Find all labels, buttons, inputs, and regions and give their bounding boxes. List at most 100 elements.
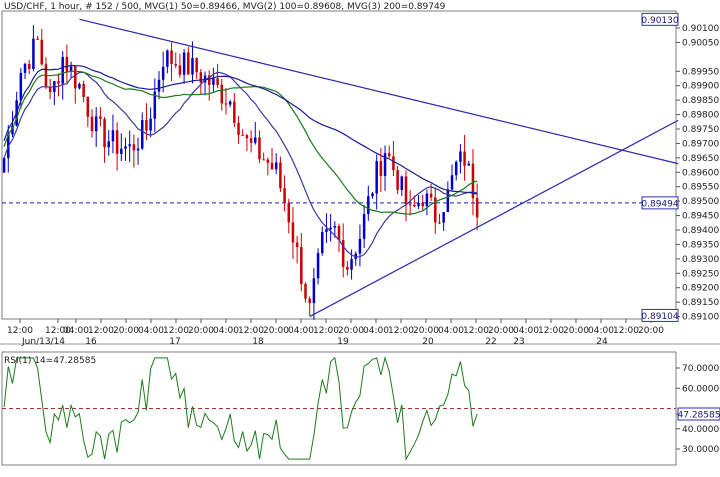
candle-body [191, 58, 194, 75]
time-tick-label: 12:00 [88, 326, 114, 336]
rsi-line [3, 356, 478, 461]
candle-body [78, 83, 81, 89]
candle-body [404, 176, 408, 205]
time-tick-label: 20:00 [113, 326, 139, 336]
candle-body [161, 66, 165, 80]
price-tick-label: 0.89750 [682, 125, 719, 135]
current-price-label: 0.89494 [641, 199, 678, 209]
time-tick-label: 20:00 [338, 326, 364, 336]
candle-body [333, 225, 337, 228]
date-tick-label: 20 [422, 337, 434, 347]
candle-body [187, 52, 190, 75]
time-tick-label: 20:00 [263, 326, 289, 336]
candle-body [61, 56, 64, 84]
candle-body [287, 202, 291, 223]
current-price-label-box [641, 196, 679, 210]
trendlines [2, 18, 679, 318]
candle-body [379, 161, 383, 176]
date-tick-label: 24 [596, 337, 608, 347]
price-tick-label: 0.89500 [682, 197, 719, 207]
candle-body [320, 232, 324, 254]
candle-body [224, 103, 228, 105]
trendline-resistance [79, 18, 679, 165]
candle-body [446, 189, 450, 213]
candle-body [245, 135, 249, 139]
date-tick-label: 19 [337, 337, 349, 347]
rsi-tick-label: 40.00000 [682, 425, 720, 435]
candle-body [400, 176, 404, 190]
candle-body [170, 50, 173, 65]
time-tick-label: 12:00 [613, 326, 639, 336]
candle-body [442, 212, 445, 223]
price-tick-label: 0.89200 [682, 284, 719, 294]
candle-body [2, 158, 6, 173]
candle-body [99, 116, 102, 120]
candle-body [337, 225, 341, 240]
time-tick-label: 20:00 [488, 326, 514, 336]
candle-body [262, 159, 265, 161]
price-panel-border [1, 10, 677, 320]
candle-body [27, 63, 31, 70]
candle-body [195, 58, 198, 73]
candle-body [19, 72, 23, 101]
ma-100-line [3, 70, 478, 215]
candle-body [69, 66, 73, 72]
price-tick-label: 0.89950 [682, 67, 719, 77]
candle-body [350, 259, 353, 270]
candle-body [375, 161, 378, 194]
candle-body [90, 116, 94, 132]
date-tick-label: 23 [513, 337, 524, 347]
candle-body [65, 56, 69, 72]
time-tick-label: 12:00 [163, 326, 189, 336]
candle-body [237, 122, 240, 135]
price-tick-label: 0.89350 [682, 240, 719, 250]
candle-body [396, 170, 399, 190]
candle-body [270, 162, 274, 170]
candle-body [166, 50, 169, 67]
price-tick-label: 0.89250 [682, 269, 719, 279]
candle-body [358, 238, 362, 254]
candle-body [346, 266, 349, 270]
candle-body [408, 204, 412, 206]
price-tick-label: 0.89100 [682, 313, 719, 323]
candle-body [291, 222, 295, 243]
time-tick-label: 12:00 [45, 326, 71, 336]
candle-body [32, 38, 35, 70]
candle-body [249, 138, 253, 143]
candle-body [475, 198, 479, 218]
date-tick-label: 16 [85, 337, 97, 347]
candle-body [425, 193, 429, 207]
candle-body [140, 120, 144, 149]
chart-grid [19, 27, 680, 450]
candle-body [82, 83, 85, 97]
candle-body [207, 75, 211, 85]
price-tick-label: 0.89650 [682, 154, 719, 164]
price-tick-label: 0.89850 [682, 96, 719, 106]
time-tick-label: 04:00 [63, 326, 89, 336]
price-tick-label: 0.89300 [682, 255, 719, 265]
candle-body [392, 156, 395, 171]
candle-body [157, 79, 161, 92]
time-tick-label: 04:00 [288, 326, 314, 336]
candle-body [274, 162, 278, 170]
price-tick-label: 0.89450 [682, 212, 719, 222]
rsi-current-box [677, 407, 720, 421]
candle-body [279, 162, 282, 189]
candle-body [111, 130, 115, 142]
date-tick-label: Jun/13/14 [21, 337, 65, 347]
candle-body [304, 283, 307, 299]
candle-body [128, 144, 131, 147]
candle-body [94, 116, 98, 132]
candle-body [434, 197, 437, 223]
time-tick-label: 12:00 [463, 326, 489, 336]
candle-body [220, 84, 224, 104]
candle-body [120, 148, 123, 154]
candle-body [48, 87, 52, 93]
rsi-series [2, 356, 676, 461]
price-tick-label: 0.89700 [682, 139, 719, 149]
candle-body [57, 81, 60, 84]
date-tick-label: 18 [252, 337, 264, 347]
price-tick-label: 0.89900 [682, 82, 719, 92]
